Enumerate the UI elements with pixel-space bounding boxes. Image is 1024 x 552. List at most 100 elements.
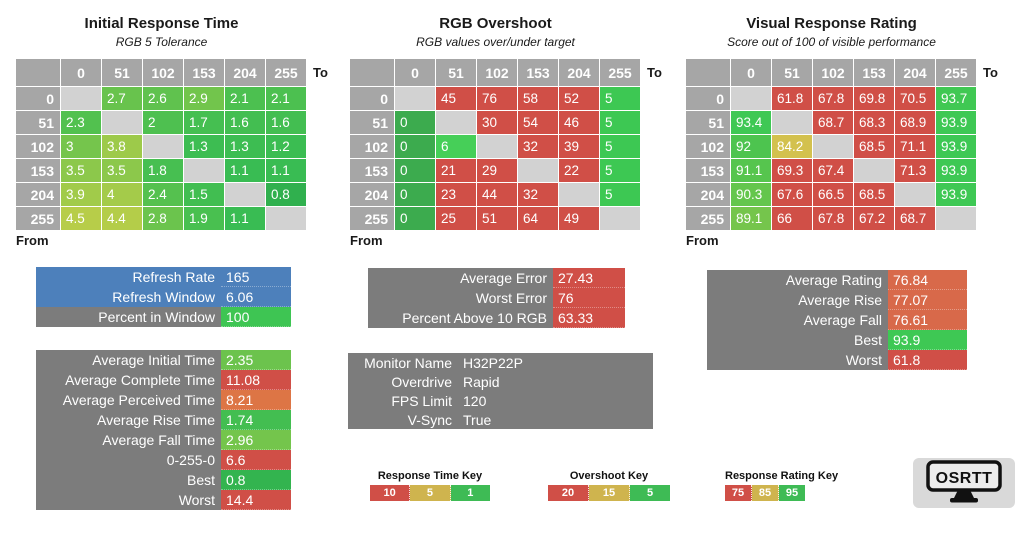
panel-row-value: 120 bbox=[458, 391, 653, 410]
matrix-cell: 68.3 bbox=[854, 111, 894, 134]
row-header-cell: 204 bbox=[350, 183, 394, 206]
diagonal-cell bbox=[731, 87, 771, 110]
matrix-cell: 30 bbox=[477, 111, 517, 134]
from-axis-label: From bbox=[16, 233, 49, 248]
matrix-cell: 67.6 bbox=[772, 183, 812, 206]
matrix-cell: 2.1 bbox=[225, 87, 265, 110]
matrix-cell: 39 bbox=[559, 135, 599, 158]
panel-row-label: Best bbox=[707, 330, 888, 350]
matrix-cell: 93.7 bbox=[936, 87, 976, 110]
panel-row-value: 76 bbox=[553, 288, 625, 308]
matrix-title: Visual Response Rating bbox=[746, 15, 917, 32]
panel-row-label: Average Perceived Time bbox=[36, 390, 221, 410]
matrix-corner-cell bbox=[350, 59, 394, 86]
panel-row-label: Percent in Window bbox=[36, 307, 221, 327]
panel-row-value: 6.06 bbox=[221, 287, 291, 307]
matrix-cell: 68.5 bbox=[854, 183, 894, 206]
panel-row-value: 11.08 bbox=[221, 370, 291, 390]
row-header-cell: 255 bbox=[16, 207, 60, 230]
matrix-title: RGB Overshoot bbox=[439, 15, 552, 32]
matrix-cell: 5 bbox=[600, 87, 640, 110]
panel-row: Monitor Name H32P22P bbox=[348, 353, 653, 372]
osrtt-logo-text: OSRTT bbox=[936, 470, 993, 487]
column-header-cell: 51 bbox=[102, 59, 142, 86]
panel-row: Worst 61.8 bbox=[707, 350, 967, 370]
matrix-cell: 0 bbox=[395, 159, 435, 182]
panel-row-label: Average Fall bbox=[707, 310, 888, 330]
matrix-cell: 67.2 bbox=[854, 207, 894, 230]
panel-row-label: Overdrive bbox=[348, 372, 458, 391]
diagonal-cell bbox=[772, 111, 812, 134]
overshoot-error-panel: Average Error 27.43 Worst Error 76 Percent A… bbox=[368, 268, 625, 328]
matrix-cell: 49 bbox=[559, 207, 599, 230]
panel-row-label: Average Rise Time bbox=[36, 410, 221, 430]
column-header-cell: 153 bbox=[184, 59, 224, 86]
row-header-cell: 51 bbox=[350, 111, 394, 134]
matrix-cell: 3.9 bbox=[61, 183, 101, 206]
panel-row: Average Fall 76.61 bbox=[707, 310, 967, 330]
matrix-cell: 1.1 bbox=[266, 159, 306, 182]
panel-row-value: 76.84 bbox=[888, 270, 967, 290]
panel-row-label: V-Sync bbox=[348, 410, 458, 429]
matrix-cell: 29 bbox=[477, 159, 517, 182]
osrtt-logo: OSRTT bbox=[913, 458, 1015, 508]
column-header-cell: 51 bbox=[436, 59, 476, 86]
column-header-cell: 204 bbox=[895, 59, 935, 86]
matrix-cell: 58 bbox=[518, 87, 558, 110]
matrix-cell: 71.1 bbox=[895, 135, 935, 158]
row-header-cell: 153 bbox=[350, 159, 394, 182]
panel-row-value: 2.96 bbox=[221, 430, 291, 450]
diagonal-cell bbox=[395, 87, 435, 110]
matrix-cell: 84.2 bbox=[772, 135, 812, 158]
matrix-cell: 1.1 bbox=[225, 207, 265, 230]
panel-row: Average Fall Time 2.96 bbox=[36, 430, 291, 450]
matrix-cell: 1.6 bbox=[266, 111, 306, 134]
matrix-grid: 0 51 102 153 204 255 0 2.7 2.6 2.9 2.1 2.1 51 2.3 2 1.7… bbox=[16, 59, 307, 230]
matrix-corner-cell bbox=[686, 59, 730, 86]
panel-row-value: 63.33 bbox=[553, 308, 625, 328]
panel-row-label: Best bbox=[36, 470, 221, 490]
matrix-cell: 1.1 bbox=[225, 159, 265, 182]
panel-row-label: FPS Limit bbox=[348, 391, 458, 410]
matrix-cell: 0 bbox=[395, 135, 435, 158]
panel-row: Average Complete Time 11.08 bbox=[36, 370, 291, 390]
row-header-cell: 102 bbox=[16, 135, 60, 158]
diagonal-cell bbox=[936, 207, 976, 230]
matrix-cell: 1.3 bbox=[225, 135, 265, 158]
matrix-cell: 2.7 bbox=[102, 87, 142, 110]
key-bar: 10 5 1 bbox=[370, 485, 490, 501]
panel-row-label: Worst bbox=[707, 350, 888, 370]
column-header-cell: 255 bbox=[266, 59, 306, 86]
panel-row: Average Rise Time 1.74 bbox=[36, 410, 291, 430]
panel-row: Percent Above 10 RGB 63.33 bbox=[368, 308, 625, 328]
diagonal-cell bbox=[61, 87, 101, 110]
diagonal-cell bbox=[184, 159, 224, 182]
panel-row: Worst Error 76 bbox=[368, 288, 625, 308]
matrix-cell: 90.3 bbox=[731, 183, 771, 206]
refresh-rate-panel: Refresh Rate 165 Refresh Window 6.06 Percent… bbox=[36, 267, 291, 327]
initial-response-time-matrix: Initial Response Time RGB 5 Tolerance 0 51 1… bbox=[16, 14, 338, 248]
matrix-cell: 71.3 bbox=[895, 159, 935, 182]
column-header-cell: 255 bbox=[936, 59, 976, 86]
matrix-cell: 22 bbox=[559, 159, 599, 182]
panel-row-label: Refresh Rate bbox=[36, 267, 221, 287]
matrix-cell: 5 bbox=[600, 135, 640, 158]
panel-row: Percent in Window 100 bbox=[36, 307, 291, 327]
diagonal-cell bbox=[225, 183, 265, 206]
matrix-cell: 4 bbox=[102, 183, 142, 206]
panel-row-label: Worst Error bbox=[368, 288, 553, 308]
panel-row-label: Average Fall Time bbox=[36, 430, 221, 450]
from-axis-label: From bbox=[350, 233, 383, 248]
to-axis-label: To bbox=[647, 65, 662, 80]
from-axis-label: From bbox=[686, 233, 719, 248]
row-header-cell: 0 bbox=[16, 87, 60, 110]
matrix-cell: 93.4 bbox=[731, 111, 771, 134]
row-header-cell: 102 bbox=[350, 135, 394, 158]
panel-row: 0-255-0 6.6 bbox=[36, 450, 291, 470]
matrix-cell: 5 bbox=[600, 159, 640, 182]
matrix-cell: 2.9 bbox=[184, 87, 224, 110]
panel-row: V-Sync True bbox=[348, 410, 653, 429]
column-header-cell: 102 bbox=[143, 59, 183, 86]
panel-row-value: 93.9 bbox=[888, 330, 967, 350]
matrix-cell: 93.9 bbox=[936, 135, 976, 158]
